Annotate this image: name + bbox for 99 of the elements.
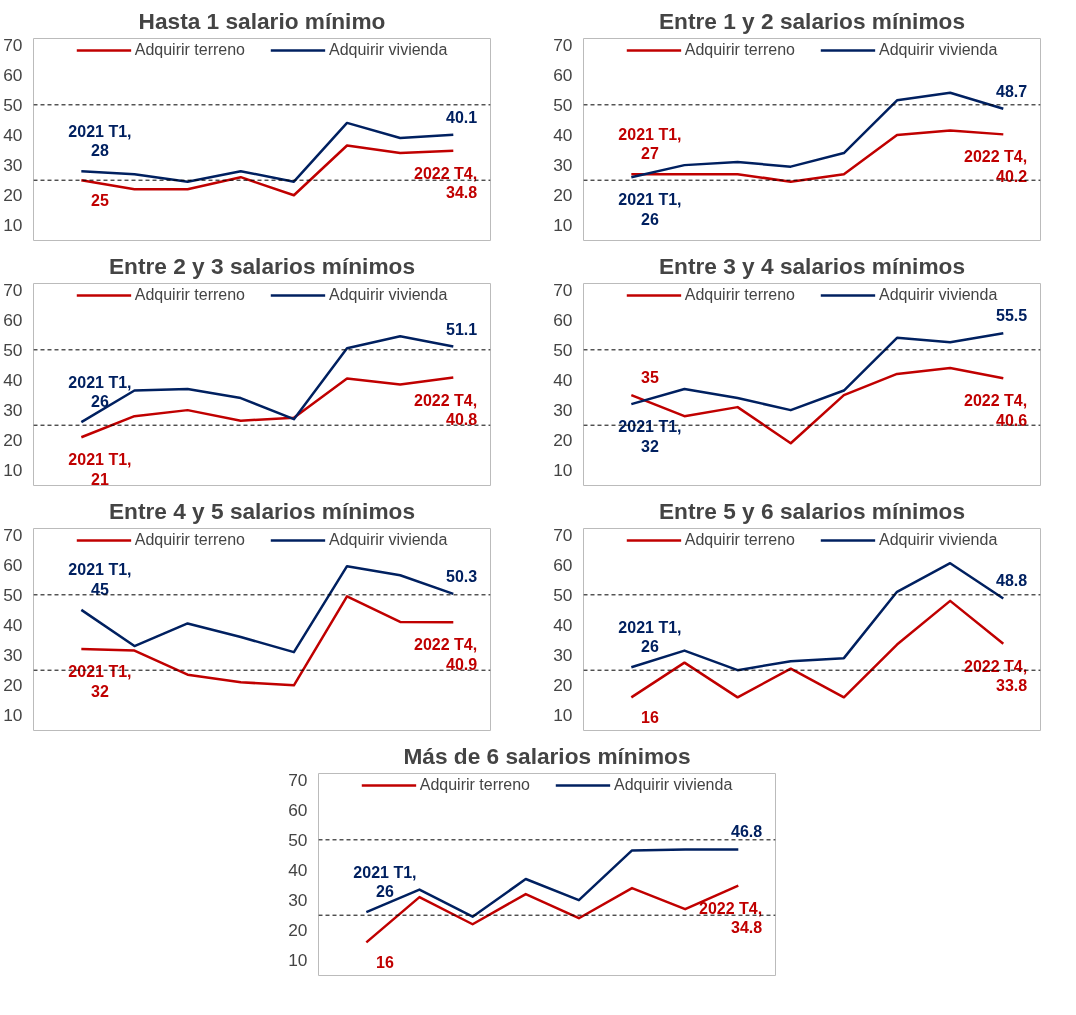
data-label: 16 xyxy=(641,709,659,727)
y-tick-label: 70 xyxy=(553,34,573,55)
legend-label: Adquirir vivienda xyxy=(879,531,998,549)
y-tick-label: 20 xyxy=(553,675,573,696)
data-label: 2022 T4, 40.6 xyxy=(964,392,1028,429)
data-label: 2021 T1, 27 xyxy=(618,125,682,163)
y-tick-label: 60 xyxy=(288,799,308,820)
data-label: 50.3 xyxy=(446,567,478,585)
y-tick-label: 10 xyxy=(3,460,23,481)
y-tick-label: 70 xyxy=(3,34,23,55)
y-tick-label: 60 xyxy=(3,64,23,85)
y-tick-label: 10 xyxy=(3,215,23,236)
y-tick-label: 70 xyxy=(553,524,573,545)
line-series xyxy=(630,332,1005,412)
y-tick-label: 50 xyxy=(553,94,573,115)
y-tick-label: 50 xyxy=(288,829,308,850)
y-tick-label: 40 xyxy=(3,124,23,145)
chart-title: Entre 2 y 3 salarios mínimos xyxy=(109,252,415,279)
chart-title: Entre 4 y 5 salarios mínimos xyxy=(109,497,415,524)
y-tick-label: 60 xyxy=(3,554,23,575)
data-label: 51.1 xyxy=(446,320,478,338)
y-tick-label: 60 xyxy=(553,554,573,575)
y-tick-label: 40 xyxy=(3,369,23,390)
y-tick-label: 30 xyxy=(3,400,23,421)
y-tick-label: 20 xyxy=(3,675,23,696)
data-label: 40.1 xyxy=(446,108,478,126)
y-tick-label: 10 xyxy=(553,705,573,726)
y-tick-label: 70 xyxy=(3,524,23,545)
y-tick-label: 10 xyxy=(553,215,573,236)
legend-label: Adquirir terreno xyxy=(684,286,795,304)
y-tick-label: 70 xyxy=(3,279,23,300)
data-label: 16 xyxy=(376,954,394,972)
legend-label: Adquirir vivienda xyxy=(879,286,998,304)
data-label: 2022 T4, 40.9 xyxy=(414,636,478,673)
y-tick-label: 30 xyxy=(3,645,23,666)
y-tick-label: 50 xyxy=(3,584,23,605)
y-tick-label: 30 xyxy=(553,155,573,176)
y-tick-label: 60 xyxy=(553,64,573,85)
data-label: 35 xyxy=(641,369,659,387)
legend-label: Adquirir vivienda xyxy=(329,41,448,59)
y-tick-label: 40 xyxy=(288,859,308,880)
legend-label: Adquirir vivienda xyxy=(329,286,448,304)
data-label: 2021 T1, 26 xyxy=(353,863,417,901)
y-tick-label: 30 xyxy=(553,400,573,421)
y-tick-label: 50 xyxy=(3,94,23,115)
y-tick-label: 30 xyxy=(288,890,308,911)
data-label: 48.8 xyxy=(996,572,1028,590)
data-label: 2021 T1, 32 xyxy=(68,663,132,700)
data-label: 46.8 xyxy=(731,823,763,841)
chart-title: Entre 3 y 4 salarios mínimos xyxy=(659,252,965,279)
y-tick-label: 40 xyxy=(553,369,573,390)
data-label: 2022 T4, 34.8 xyxy=(699,899,763,937)
y-tick-label: 50 xyxy=(553,584,573,605)
legend-label: Adquirir vivienda xyxy=(329,531,448,549)
y-tick-label: 30 xyxy=(3,155,23,176)
y-tick-label: 20 xyxy=(3,185,23,206)
y-tick-label: 40 xyxy=(553,614,573,635)
y-tick-label: 70 xyxy=(288,769,308,790)
legend-label: Adquirir terreno xyxy=(134,41,245,59)
y-tick-label: 60 xyxy=(3,309,23,330)
data-label: 25 xyxy=(91,192,109,210)
data-label: 2021 T1, 45 xyxy=(68,561,132,598)
y-tick-label: 20 xyxy=(288,920,308,941)
y-tick-label: 10 xyxy=(3,705,23,726)
data-label: 2021 T1, 21 xyxy=(68,451,132,488)
y-tick-label: 30 xyxy=(553,645,573,666)
legend-label: Adquirir terreno xyxy=(684,531,795,549)
y-tick-label: 50 xyxy=(553,339,573,360)
y-tick-label: 20 xyxy=(553,185,573,206)
data-label: 48.7 xyxy=(996,82,1028,100)
data-label: 2021 T1, 26 xyxy=(618,618,682,656)
legend-label: Adquirir terreno xyxy=(684,41,795,59)
y-tick-label: 40 xyxy=(553,124,573,145)
data-label: 2022 T4, 34.8 xyxy=(414,164,478,202)
chart-title: Hasta 1 salario mínimo xyxy=(138,7,386,34)
y-tick-label: 10 xyxy=(288,950,308,971)
chart-title: Entre 5 y 6 salarios mínimos xyxy=(659,497,965,524)
legend-label: Adquirir terreno xyxy=(134,531,245,549)
legend-label: Adquirir terreno xyxy=(134,286,245,304)
legend-label: Adquirir vivienda xyxy=(879,41,998,59)
data-label: 2022 T4, 40.2 xyxy=(964,148,1028,185)
y-tick-label: 60 xyxy=(553,309,573,330)
data-label: 2022 T4, 40.8 xyxy=(414,391,478,429)
y-tick-label: 70 xyxy=(553,279,573,300)
y-tick-label: 50 xyxy=(3,339,23,360)
data-label: 2021 T1, 26 xyxy=(68,373,132,411)
data-label: 55.5 xyxy=(996,307,1028,325)
data-label: 2022 T4, 33.8 xyxy=(964,657,1028,695)
data-label: 2021 T1, 28 xyxy=(68,122,132,160)
chart-title: Más de 6 salarios mínimos xyxy=(403,742,691,769)
chart-title: Entre 1 y 2 salarios mínimos xyxy=(659,7,965,34)
y-tick-label: 10 xyxy=(553,460,573,481)
data-label: 2021 T1, 26 xyxy=(618,191,682,228)
y-tick-label: 20 xyxy=(553,430,573,451)
y-tick-label: 40 xyxy=(3,614,23,635)
legend-label: Adquirir terreno xyxy=(419,776,530,794)
legend-label: Adquirir vivienda xyxy=(614,776,733,794)
y-tick-label: 20 xyxy=(3,430,23,451)
data-label: 2021 T1, 32 xyxy=(618,418,682,455)
